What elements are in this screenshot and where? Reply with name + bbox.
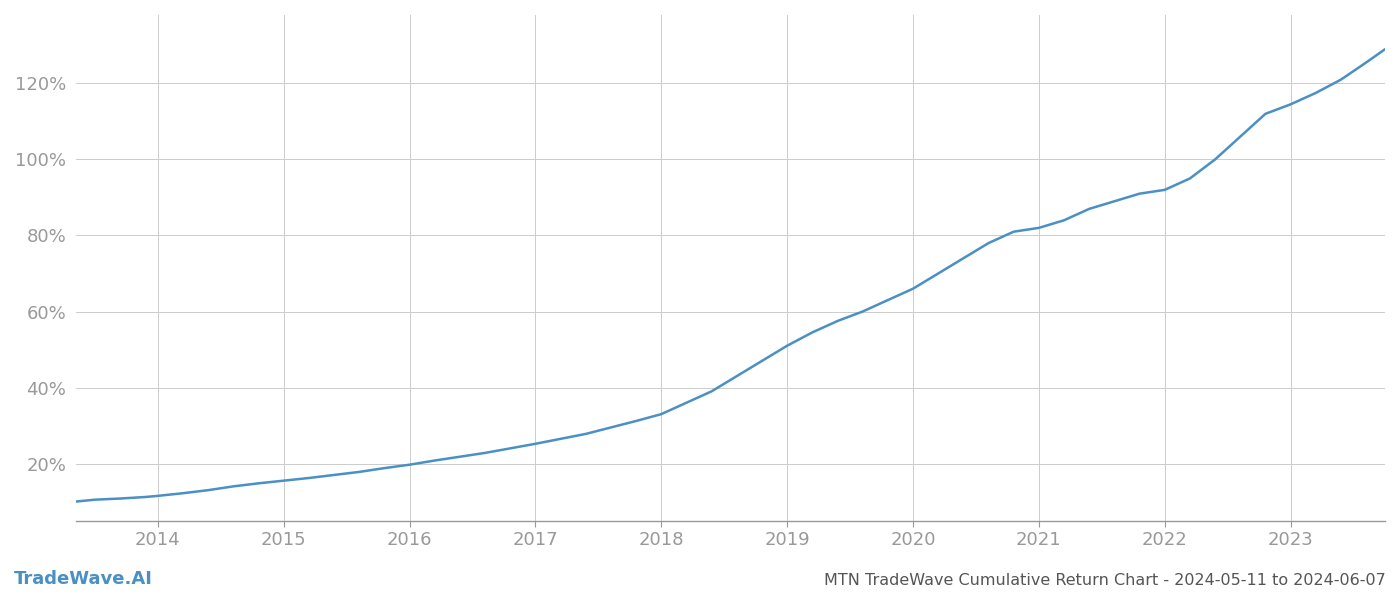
Text: MTN TradeWave Cumulative Return Chart - 2024-05-11 to 2024-06-07: MTN TradeWave Cumulative Return Chart - … (825, 573, 1386, 588)
Text: TradeWave.AI: TradeWave.AI (14, 570, 153, 588)
